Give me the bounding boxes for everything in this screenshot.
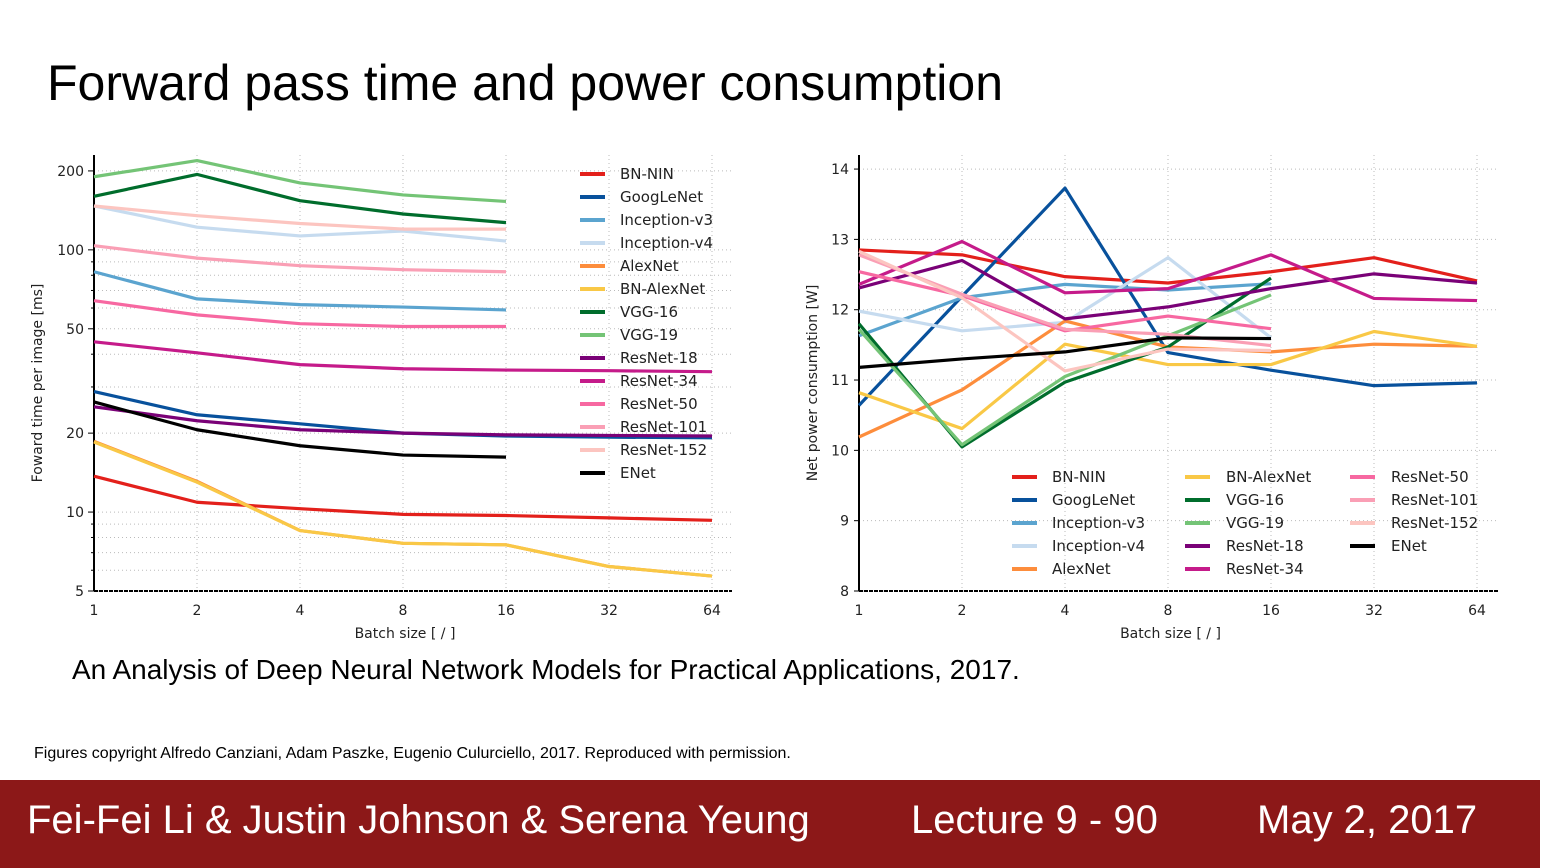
y-axis-label: Foward time per image [ms]	[30, 284, 46, 483]
legend-label: BN-NIN	[1052, 468, 1106, 486]
paper-caption: An Analysis of Deep Neural Network Model…	[72, 654, 1020, 685]
legend-label: GoogLeNet	[1052, 491, 1135, 509]
legend-label: BN-AlexNet	[1226, 468, 1311, 486]
x-tick-label: 2	[193, 603, 202, 619]
x-tick-label: 8	[1164, 603, 1173, 619]
legend-label: Inception-v4	[1052, 537, 1145, 555]
y-tick-label: 12	[831, 303, 849, 319]
legend-label: ResNet-50	[620, 395, 698, 413]
legend-label: BN-AlexNet	[620, 280, 705, 298]
x-tick-label: 4	[296, 603, 305, 619]
legend-label: ResNet-101	[620, 418, 707, 436]
y-tick-label: 50	[66, 322, 84, 338]
legend-label: Inception-v3	[620, 211, 713, 229]
legend-label: ResNet-18	[1226, 537, 1304, 555]
footer-bar: Fei-Fei Li & Justin Johnson & Serena Yeu…	[0, 780, 1540, 868]
x-tick-label: 32	[1365, 603, 1383, 619]
legend-label: ResNet-18	[620, 349, 698, 367]
x-axis-label: Batch size [ / ]	[355, 626, 456, 642]
legend-label: AlexNet	[620, 257, 679, 275]
legend-label: ResNet-34	[1226, 560, 1304, 578]
y-tick-label: 9	[840, 514, 849, 530]
legend-label: VGG-19	[1226, 514, 1284, 532]
y-tick-label: 5	[75, 584, 84, 600]
legend-label: BN-NIN	[620, 165, 674, 183]
x-tick-label: 4	[1061, 603, 1070, 619]
legend-label: VGG-19	[620, 326, 678, 344]
x-tick-label: 8	[399, 603, 408, 619]
series-line-inception-v4	[858, 256, 1272, 340]
legend-label: ENet	[1391, 537, 1427, 555]
series-line-inception-v3	[93, 270, 507, 312]
legend-label: Inception-v3	[1052, 514, 1145, 532]
x-tick-label: 64	[1468, 603, 1486, 619]
legend-label: VGG-16	[620, 303, 678, 321]
legend-label: ResNet-152	[620, 441, 707, 459]
y-tick-label: 10	[66, 505, 84, 521]
series-line-googlenet	[857, 186, 1478, 407]
x-tick-label: 32	[600, 603, 618, 619]
series-line-bn-nin	[93, 474, 713, 522]
legend-label: ResNet-34	[620, 372, 698, 390]
x-tick-label: 16	[497, 603, 515, 619]
x-tick-label: 2	[958, 603, 967, 619]
legend-label: Inception-v4	[620, 234, 713, 252]
y-tick-label: 10	[831, 443, 849, 459]
legend-label: GoogLeNet	[620, 188, 703, 206]
y-tick-label: 200	[57, 164, 84, 180]
legend-label: AlexNet	[1052, 560, 1111, 578]
x-tick-label: 1	[90, 603, 99, 619]
footer-lecture: Lecture 9 - 90	[911, 798, 1158, 842]
y-tick-label: 100	[57, 243, 84, 259]
y-tick-label: 14	[831, 162, 849, 178]
footer-authors: Fei-Fei Li & Justin Johnson & Serena Yeu…	[27, 798, 810, 842]
footer-date: May 2, 2017	[1257, 798, 1478, 842]
series-line-bn-nin	[858, 248, 1478, 285]
y-tick-label: 20	[66, 426, 84, 442]
legend-label: ENet	[620, 464, 656, 482]
x-axis-label: Batch size [ / ]	[1120, 626, 1221, 642]
y-tick-label: 8	[840, 584, 849, 600]
legend-label: VGG-16	[1226, 491, 1284, 509]
x-tick-label: 16	[1262, 603, 1280, 619]
y-tick-label: 11	[831, 373, 849, 389]
legend-label: ResNet-101	[1391, 491, 1478, 509]
y-tick-label: 13	[831, 232, 849, 248]
legend-label: ResNet-152	[1391, 514, 1478, 532]
copyright-note: Figures copyright Alfredo Canziani, Adam…	[34, 745, 791, 762]
slide-title: Forward pass time and power consumption	[47, 55, 1004, 111]
legend-label: ResNet-50	[1391, 468, 1469, 486]
y-axis-label: Net power consumption [W]	[805, 285, 821, 482]
x-tick-label: 1	[855, 603, 864, 619]
x-tick-label: 64	[703, 603, 721, 619]
